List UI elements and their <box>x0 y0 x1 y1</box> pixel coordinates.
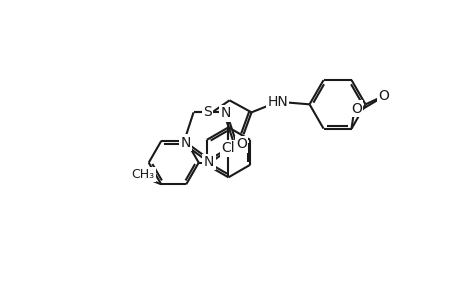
Text: N: N <box>203 155 214 169</box>
Text: N: N <box>220 106 230 120</box>
Text: CH₃: CH₃ <box>131 168 154 181</box>
Text: O: O <box>377 89 388 103</box>
Text: Cl: Cl <box>221 141 235 155</box>
Text: HN: HN <box>267 95 287 109</box>
Text: N: N <box>180 136 190 150</box>
Text: O: O <box>350 102 361 116</box>
Text: S: S <box>203 105 212 119</box>
Text: O: O <box>235 137 246 151</box>
